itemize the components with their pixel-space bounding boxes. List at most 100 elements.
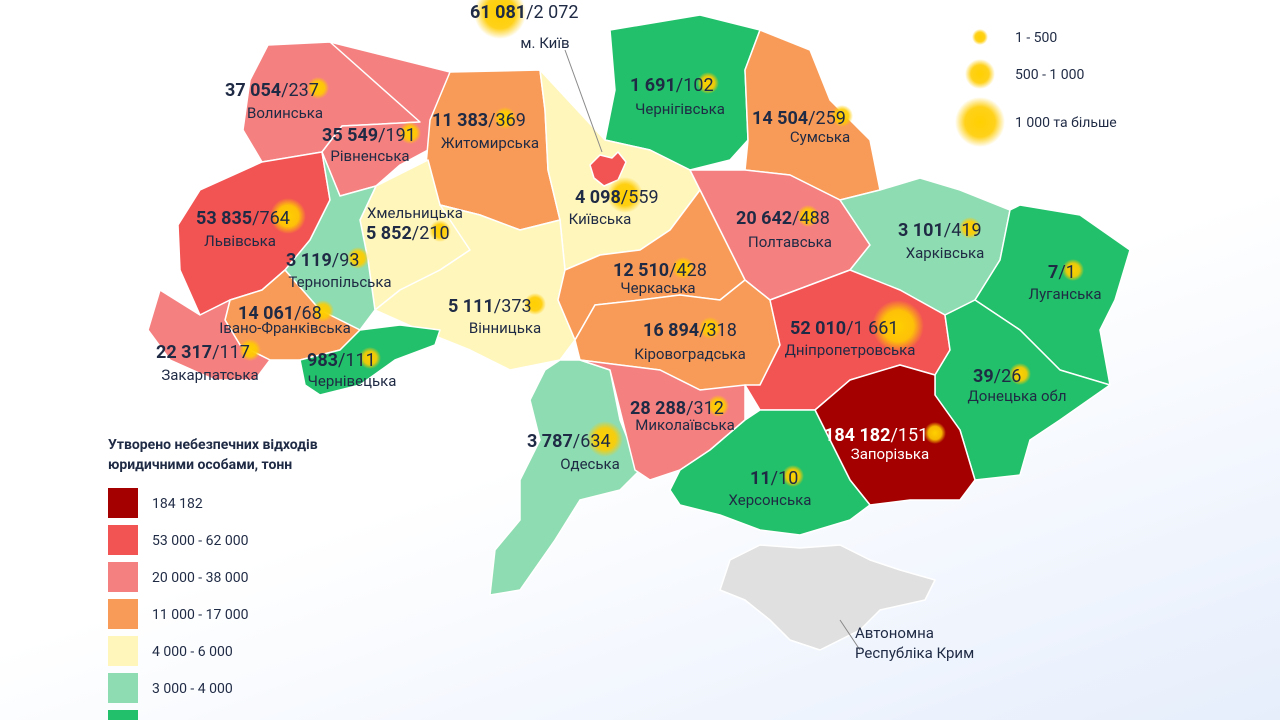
region-value: 14 061: [238, 303, 294, 324]
separator: /: [281, 80, 288, 101]
region-figures: 22 317/117: [156, 342, 250, 363]
region-name: Луганська: [1028, 285, 1101, 303]
region-value: 1 691: [630, 75, 676, 96]
region-name: Дніпропетровська: [785, 341, 916, 359]
separator: /: [621, 187, 628, 208]
region-figures: 14 061/68: [238, 303, 322, 324]
region-name: Донецька обл: [968, 387, 1067, 405]
region-count: 102: [683, 75, 713, 96]
legend-swatch: [108, 636, 138, 666]
region-value: 184 182: [824, 425, 890, 446]
bubble: [797, 205, 819, 227]
legend-swatch: [108, 562, 138, 592]
region-name: Рівненська: [330, 147, 409, 165]
region-kyiv-city: [589, 151, 627, 187]
bubble-legend-circle: [972, 29, 988, 45]
region-count: 1: [1066, 262, 1076, 283]
region-figures: 184 182/151: [824, 425, 928, 446]
legend-title: Утворено небезпечних відходів: [108, 437, 318, 453]
region-figures: 3 101/419: [898, 220, 982, 241]
legend-swatch: [108, 710, 138, 720]
bubble: [347, 247, 369, 269]
region-name: Херсонська: [729, 491, 812, 509]
region-figures: 4 098/559: [575, 187, 659, 208]
legend-title: юридичними особами, тонн: [108, 457, 292, 473]
region-value: 3 787: [527, 431, 573, 452]
region-value: 14 504: [752, 108, 808, 129]
region-name: Полтавська: [748, 233, 832, 251]
bubble: [607, 177, 643, 213]
separator: /: [792, 208, 799, 229]
region-count: 117: [220, 342, 250, 363]
region-count: 151: [898, 425, 928, 446]
region-figures: 1 691/102: [630, 75, 714, 96]
bubble-legend-label: 500 - 1 000: [1015, 67, 1084, 83]
region-count: 318: [707, 320, 737, 341]
region-value: 35 549: [322, 125, 378, 146]
crimea-label: Республіка Крим: [855, 644, 974, 662]
bubble: [831, 105, 853, 127]
region-count: 93: [339, 250, 359, 271]
region-chernihiv: [604, 14, 761, 171]
separator: /: [808, 108, 815, 129]
bubble: [959, 217, 981, 239]
region-name: Запорізька: [851, 445, 929, 463]
region-ternopil: [284, 151, 377, 331]
region-count: 237: [289, 80, 319, 101]
region-name: Хмельницька: [367, 204, 463, 222]
bubble: [239, 339, 261, 361]
bubble-legend-label: 1 000 та більше: [1015, 115, 1117, 131]
bubble: [474, 0, 526, 39]
legend-label: 3 000 - 4 000: [152, 681, 233, 697]
separator: /: [494, 296, 501, 317]
bubble-legend-label: 1 - 500: [1015, 30, 1057, 46]
region-count: 111: [345, 350, 375, 371]
crimea-label: Автономна: [855, 624, 934, 642]
region-name: Кіровоградська: [634, 345, 746, 363]
bubble: [1009, 363, 1031, 385]
region-name: Закарпатська: [161, 366, 258, 384]
bubble: [1062, 259, 1084, 281]
region-count: 259: [816, 108, 846, 129]
region-value: 16 894: [643, 320, 699, 341]
legend-label: 20 000 - 38 000: [152, 570, 249, 586]
region-count: 373: [501, 296, 531, 317]
region-count: 559: [628, 187, 658, 208]
separator: /: [526, 2, 533, 23]
bubble: [307, 77, 329, 99]
region-name: Одеська: [560, 455, 620, 473]
region-value: 983: [307, 350, 338, 371]
legend-label: 0 - 3 000: [152, 718, 206, 720]
separator: /: [676, 75, 683, 96]
region-figures: 12 510/428: [613, 260, 707, 281]
region-count: 26: [1001, 366, 1021, 387]
region-figures: 3 119/93: [286, 250, 359, 271]
region-count: 191: [386, 125, 416, 146]
legend-label: 4 000 - 6 000: [152, 644, 233, 660]
region-count: 1 661: [854, 318, 899, 339]
bubble: [359, 347, 381, 369]
region-value: 11: [750, 468, 771, 489]
separator: /: [994, 366, 1001, 387]
region-figures: 3 787/634: [527, 431, 611, 452]
separator: /: [573, 431, 580, 452]
region-value: 53 835: [196, 208, 252, 229]
region-zakarpattia: [147, 289, 271, 381]
region-value: 3 101: [898, 220, 944, 241]
region-name: м. Київ: [520, 34, 569, 52]
bubble: [587, 421, 623, 457]
region-count: 68: [302, 303, 322, 324]
region-count: 10: [778, 468, 798, 489]
region-figures: 53 835/764: [196, 208, 290, 229]
region-figures: 11 383/369: [432, 110, 526, 131]
region-figures: 11/10: [750, 468, 798, 489]
separator: /: [890, 425, 897, 446]
region-value: 7: [1048, 262, 1058, 283]
region-value: 20 642: [736, 208, 792, 229]
region-name: Чернівецька: [308, 372, 397, 390]
legend-label: 53 000 - 62 000: [152, 533, 249, 549]
bubble: [924, 422, 946, 444]
region-figures: 39/26: [973, 366, 1021, 387]
region-name: Тернопільська: [288, 273, 391, 291]
